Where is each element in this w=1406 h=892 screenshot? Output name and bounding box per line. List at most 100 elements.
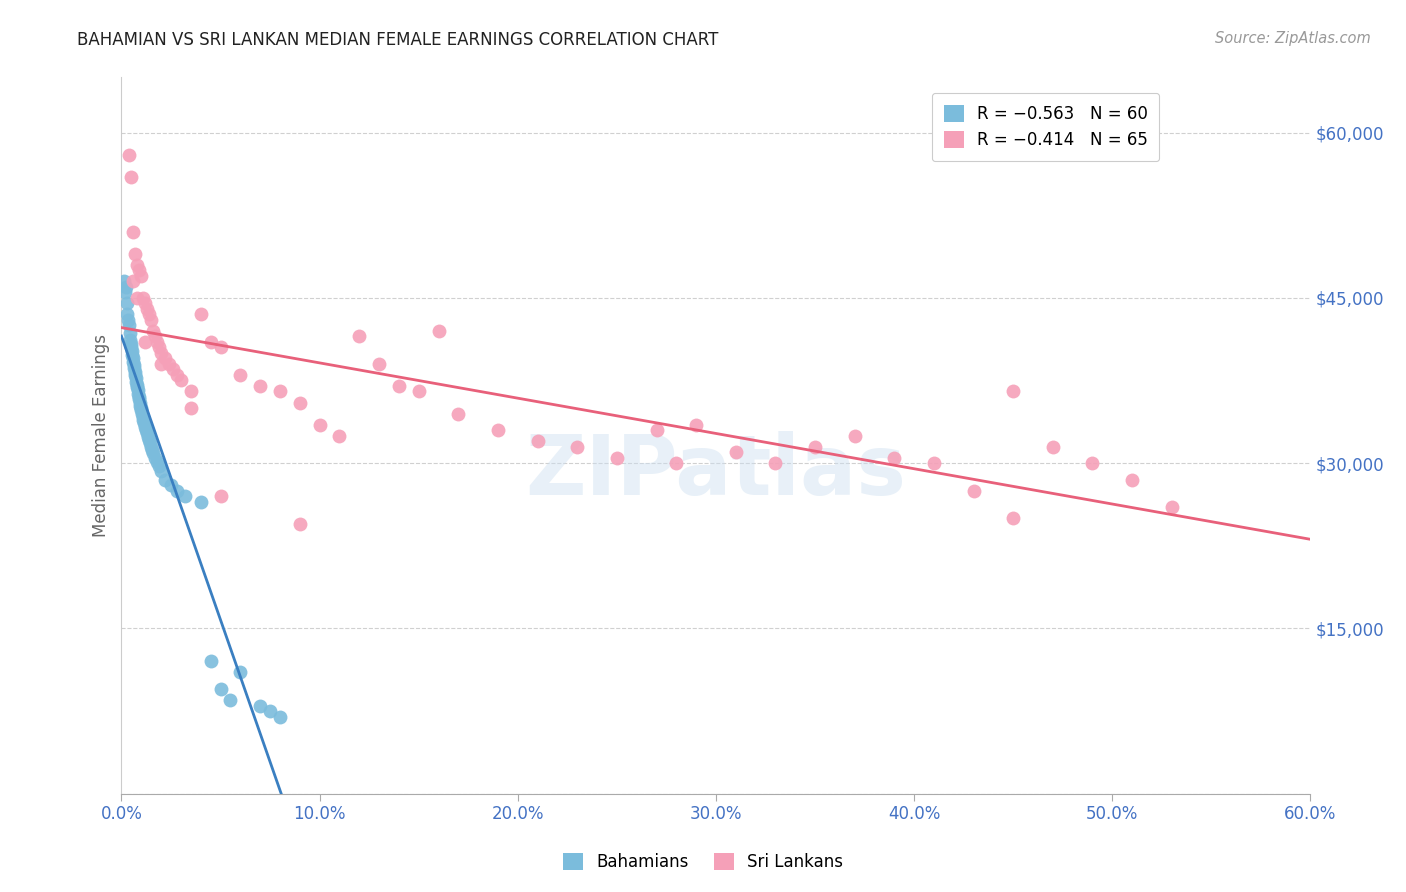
Point	[200, 334, 222, 349]
Point	[166, 368, 188, 382]
Point	[120, 340, 142, 354]
Point	[142, 446, 165, 460]
Point	[308, 417, 330, 432]
Point	[1160, 500, 1182, 515]
Point	[665, 456, 688, 470]
Point	[124, 368, 146, 382]
Point	[128, 392, 150, 407]
Point	[148, 340, 170, 354]
Point	[146, 334, 169, 349]
Y-axis label: Median Female Earnings: Median Female Earnings	[93, 334, 110, 537]
Point	[150, 346, 173, 360]
Point	[122, 358, 145, 372]
Point	[249, 698, 271, 713]
Point	[170, 374, 193, 388]
Point	[388, 379, 411, 393]
Point	[121, 343, 143, 358]
Point	[259, 704, 281, 718]
Point	[162, 362, 184, 376]
Point	[136, 426, 159, 441]
Point	[408, 384, 430, 399]
Point	[122, 274, 145, 288]
Point	[117, 313, 139, 327]
Point	[173, 489, 195, 503]
Point	[117, 296, 139, 310]
Point	[115, 280, 138, 294]
Point	[180, 384, 202, 399]
Point	[128, 263, 150, 277]
Point	[118, 318, 141, 333]
Point	[724, 445, 747, 459]
Point	[190, 307, 212, 321]
Point	[143, 329, 166, 343]
Point	[180, 401, 202, 415]
Point	[112, 274, 135, 288]
Point	[166, 483, 188, 498]
Point	[249, 379, 271, 393]
Point	[141, 313, 163, 327]
Point	[121, 348, 143, 362]
Point	[129, 268, 152, 283]
Point	[447, 407, 470, 421]
Point	[132, 409, 155, 424]
Point	[349, 329, 371, 343]
Point	[153, 473, 176, 487]
Point	[219, 693, 242, 707]
Point	[153, 351, 176, 366]
Text: BAHAMIAN VS SRI LANKAN MEDIAN FEMALE EARNINGS CORRELATION CHART: BAHAMIAN VS SRI LANKAN MEDIAN FEMALE EAR…	[77, 31, 718, 49]
Point	[132, 413, 155, 427]
Point	[844, 428, 866, 442]
Point	[129, 401, 152, 415]
Point	[127, 291, 149, 305]
Point	[269, 709, 291, 723]
Point	[486, 423, 509, 437]
Point	[209, 340, 232, 354]
Point	[685, 417, 707, 432]
Point	[427, 324, 450, 338]
Legend: Bahamians, Sri Lankans: Bahamians, Sri Lankans	[554, 845, 852, 880]
Point	[141, 442, 163, 457]
Point	[118, 326, 141, 340]
Point	[125, 371, 148, 385]
Point	[209, 681, 232, 696]
Point	[131, 407, 153, 421]
Point	[122, 225, 145, 239]
Point	[160, 478, 183, 492]
Point	[567, 440, 589, 454]
Point	[117, 307, 139, 321]
Point	[138, 433, 160, 447]
Point	[127, 386, 149, 401]
Point	[962, 483, 984, 498]
Point	[328, 428, 350, 442]
Point	[150, 357, 173, 371]
Point	[269, 384, 291, 399]
Point	[128, 395, 150, 409]
Point	[645, 423, 668, 437]
Point	[288, 516, 311, 531]
Point	[122, 355, 145, 369]
Point	[141, 440, 163, 454]
Point	[135, 423, 157, 437]
Point	[136, 301, 159, 316]
Text: ZIPatlas: ZIPatlas	[526, 431, 907, 512]
Point	[124, 361, 146, 376]
Point	[134, 296, 156, 310]
Point	[804, 440, 827, 454]
Point	[120, 337, 142, 351]
Point	[127, 380, 149, 394]
Point	[124, 246, 146, 260]
Point	[143, 450, 166, 465]
Point	[132, 291, 155, 305]
Point	[146, 455, 169, 469]
Point	[118, 147, 141, 161]
Point	[120, 333, 142, 347]
Point	[288, 395, 311, 409]
Text: Source: ZipAtlas.com: Source: ZipAtlas.com	[1215, 31, 1371, 46]
Point	[209, 489, 232, 503]
Point	[883, 450, 905, 465]
Point	[125, 377, 148, 392]
Point	[122, 351, 145, 366]
Point	[1002, 511, 1025, 525]
Point	[765, 456, 787, 470]
Point	[127, 384, 149, 398]
